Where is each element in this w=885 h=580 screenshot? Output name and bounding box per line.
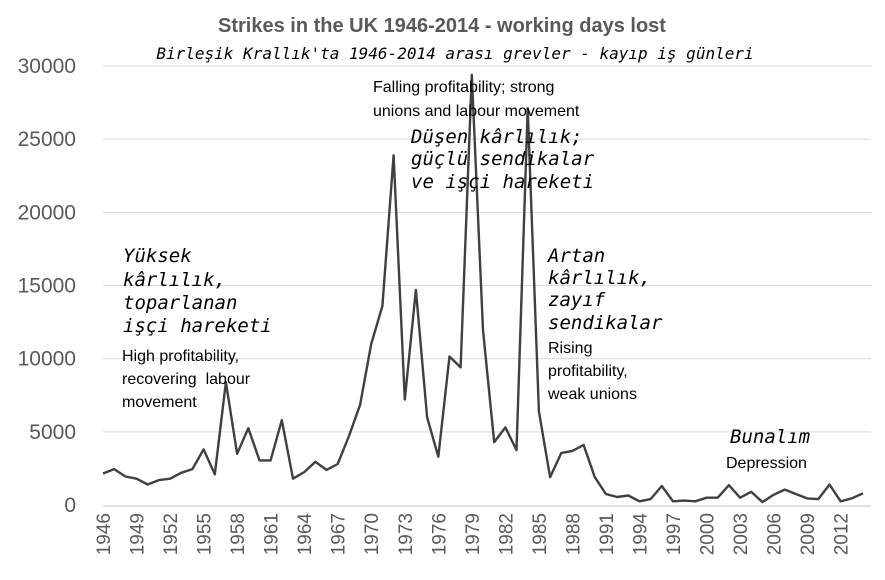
annotation-falling-profitability-en: Falling profitability; strong unions and…	[373, 79, 580, 120]
ann-line: toparlanan	[123, 292, 237, 314]
ann-line: profitability,	[548, 363, 628, 380]
ann-line: kârlılık,	[123, 269, 226, 291]
ann-line: Rising	[548, 340, 592, 357]
ann-line: movement	[122, 394, 197, 411]
x-tick-label: 2000	[698, 513, 719, 555]
x-tick-label: 1964	[295, 513, 316, 556]
x-tick-label: 1946	[94, 513, 115, 555]
ann-line: Falling profitability; strong	[373, 79, 554, 96]
data-points	[102, 74, 864, 503]
x-tick-label: 2012	[832, 513, 853, 555]
x-tick-label: 1982	[496, 513, 517, 555]
y-tick-label: 20000	[18, 201, 76, 224]
y-axis-ticks: 0 5000 10000 15000 20000 25000 30000	[18, 55, 76, 517]
ann-line: Artan	[547, 245, 605, 267]
chart-title: Strikes in the UK 1946-2014 - working da…	[218, 15, 666, 37]
annotation-high-profitability-tr: Yüksek kârlılık, toparlanan işçi hareket…	[123, 245, 272, 337]
y-tick-label: 5000	[29, 421, 76, 444]
ann-line: Yüksek	[123, 245, 192, 267]
x-tick-label: 1958	[228, 513, 249, 555]
ann-line: sendikalar	[548, 312, 663, 334]
annotation-high-profitability-en: High profitability, recovering labour mo…	[122, 348, 251, 411]
ann-depression-en: Depression	[726, 455, 807, 472]
y-tick-label: 0	[64, 494, 76, 517]
ann-line: kârlılık,	[548, 267, 651, 289]
annotation-rising-profitability-tr: Artan kârlılık, zayıf sendikalar	[547, 245, 663, 334]
ann-line: işçi hareketi	[123, 315, 272, 337]
x-axis-ticks: 1946 1949 1952 1955 1958 1961 1964 1967 1970 1973…	[94, 513, 853, 556]
x-tick-label: 1979	[463, 513, 484, 555]
gridlines	[103, 65, 871, 433]
x-tick-label: 1997	[664, 513, 685, 555]
x-tick-label: 2003	[731, 513, 752, 555]
annotation-falling-profitability-tr: Düşen kârlılık; güçlü sendikalar ve işçi…	[410, 126, 595, 193]
x-tick-label: 2009	[798, 513, 819, 555]
ann-depression-tr: Bunalım	[730, 426, 810, 448]
x-tick-label: 1988	[563, 513, 584, 555]
ann-line: Düşen kârlılık;	[410, 126, 583, 148]
y-tick-label: 15000	[18, 275, 76, 298]
x-tick-label: 1967	[329, 513, 350, 555]
x-tick-label: 1994	[630, 513, 651, 556]
x-tick-label: 1949	[128, 513, 149, 555]
x-tick-label: 1991	[597, 513, 618, 555]
x-tick-label: 1952	[161, 513, 182, 555]
y-tick-label: 25000	[18, 128, 76, 151]
x-tick-label: 1955	[195, 513, 216, 555]
ann-line: güçlü sendikalar	[411, 148, 595, 170]
ann-line: High profitability,	[122, 348, 239, 365]
x-tick-label: 1973	[396, 513, 417, 555]
ann-line: zayıf	[548, 289, 606, 311]
x-tick-label: 2006	[765, 513, 786, 555]
x-tick-label: 1985	[530, 513, 551, 555]
ann-line: weak unions	[547, 386, 637, 403]
x-tick-label: 1961	[262, 513, 283, 555]
ann-line: unions and labour movement	[373, 103, 580, 120]
ann-line: ve işçi hareketi	[411, 171, 594, 193]
chart-subtitle: Birleşik Krallık'ta 1946-2014 arası grev…	[156, 44, 753, 63]
x-tick-label: 1976	[429, 513, 450, 555]
annotation-rising-profitability-en: Rising profitability, weak unions	[547, 340, 637, 403]
annotation-depression: Bunalım Depression	[726, 426, 810, 472]
y-tick-label: 10000	[18, 348, 76, 371]
ann-line: recovering labour	[122, 371, 251, 388]
y-tick-label: 30000	[18, 55, 76, 78]
x-tick-label: 1970	[362, 513, 383, 555]
